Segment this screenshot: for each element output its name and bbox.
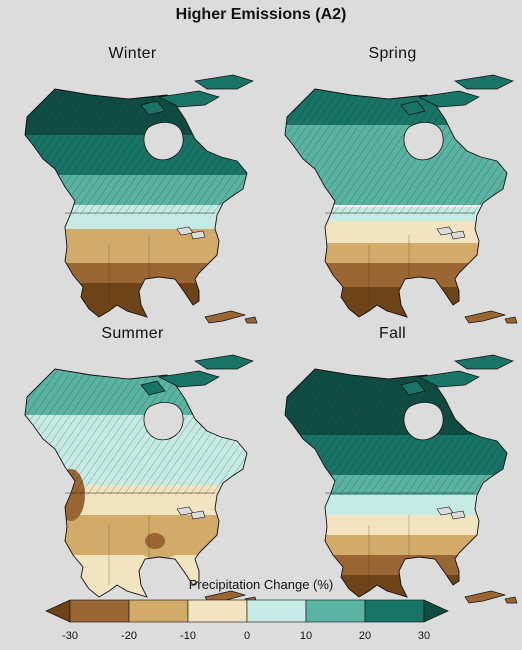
season-label: Winter (108, 45, 157, 62)
colorbar-tick-label: 20 (358, 630, 372, 642)
north-america-map (24, 74, 258, 324)
map-panel-summer: Summer (5, 315, 260, 615)
colorbar-arrow-left (45, 599, 71, 623)
season-label: Spring (368, 45, 417, 62)
colorbar-tick-label: -30 (62, 630, 78, 642)
map-panel-spring: Spring (265, 35, 520, 335)
map-panel-winter: Winter (5, 35, 260, 335)
legend-title: Precipitation Change (%) (188, 577, 334, 592)
colorbar-tick-label: 0 (243, 630, 251, 642)
colorbar (45, 599, 449, 623)
figure-title: Higher Emissions (A2) (175, 6, 347, 23)
colorbar-tick-label: -20 (121, 630, 137, 642)
colorbar-tick-label: 10 (299, 630, 313, 642)
north-america-map (24, 354, 258, 604)
colorbar-tick-label: -10 (180, 630, 196, 642)
colorbar-bin (128, 599, 189, 623)
colorbar-arrow-right (423, 599, 449, 623)
colorbar-bin (69, 599, 130, 623)
colorbar-tick-label: 30 (417, 630, 431, 642)
north-america-map (284, 74, 518, 324)
map-panel-fall: Fall (265, 315, 520, 615)
colorbar-bin (364, 599, 425, 623)
north-america-map (284, 354, 518, 604)
colorbar-bin (246, 599, 307, 623)
colorbar-bin (187, 599, 248, 623)
colorbar-bin (305, 599, 366, 623)
colorbar-ticks: -30 -20 -10 0 10 20 30 (0, 630, 522, 646)
season-label: Fall (379, 325, 406, 342)
season-label: Summer (101, 325, 164, 342)
